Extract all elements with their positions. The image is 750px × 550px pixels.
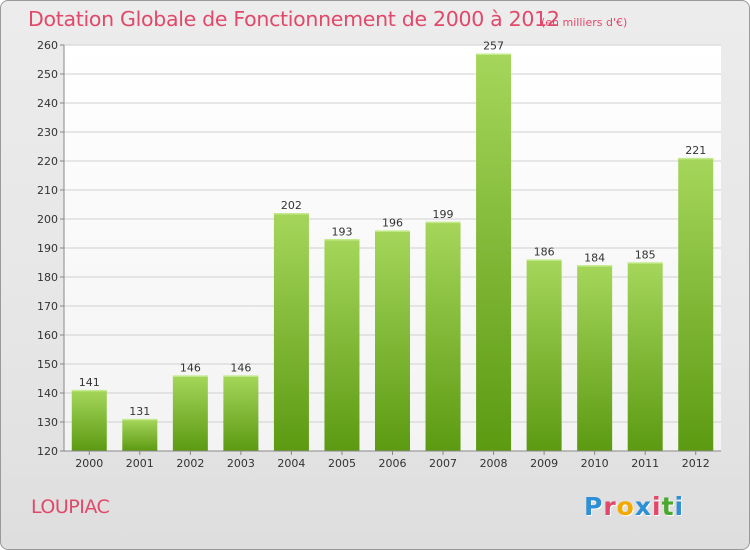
bar (425, 221, 461, 451)
bar (71, 390, 107, 451)
y-tick-label: 200 (37, 213, 58, 226)
data-label: 141 (79, 376, 100, 389)
x-tick-label: 2006 (379, 457, 407, 470)
data-label: 146 (230, 362, 251, 375)
chart-unit: (en milliers d'€) (541, 16, 628, 29)
x-tick-label: 2003 (227, 457, 255, 470)
x-tick-label: 2008 (480, 457, 508, 470)
y-tick-label: 260 (37, 39, 58, 52)
x-tick-label: 2012 (682, 457, 710, 470)
y-tick-label: 140 (37, 387, 58, 400)
bar (577, 265, 613, 451)
y-tick-label: 250 (37, 68, 58, 81)
data-label: 193 (331, 225, 352, 238)
x-tick-label: 2004 (277, 457, 305, 470)
data-label: 131 (129, 405, 150, 418)
bar (526, 259, 562, 451)
y-tick-label: 240 (37, 97, 58, 110)
x-tick-label: 2001 (126, 457, 154, 470)
x-tick-label: 2000 (75, 457, 103, 470)
x-tick-label: 2007 (429, 457, 457, 470)
logo-letter: t (661, 492, 675, 521)
y-tick-label: 230 (37, 126, 58, 139)
bar (324, 239, 360, 451)
bar (172, 375, 208, 451)
proxiti-logo: Proxiti (584, 492, 684, 521)
y-tick-label: 120 (37, 445, 58, 458)
logo-letter: i (652, 492, 662, 521)
bar (375, 230, 410, 451)
logo-letter: o (616, 492, 635, 521)
y-tick-label: 190 (37, 242, 58, 255)
bar (678, 158, 714, 451)
y-tick-label: 170 (37, 300, 58, 313)
bar (627, 262, 663, 451)
x-tick-label: 2010 (581, 457, 609, 470)
logo-letter: i (674, 492, 685, 521)
bar (476, 53, 512, 451)
bar (273, 213, 309, 451)
data-label: 199 (433, 208, 454, 221)
data-label: 257 (483, 40, 504, 53)
x-tick-label: 2005 (328, 457, 356, 470)
data-label: 146 (180, 362, 201, 375)
logo-letter: P (584, 492, 604, 521)
data-label: 196 (382, 217, 403, 230)
logo-letter: x (634, 492, 652, 521)
data-label: 202 (281, 199, 302, 212)
y-tick-label: 130 (37, 416, 58, 429)
y-tick-label: 220 (37, 155, 58, 168)
x-tick-label: 2009 (530, 457, 558, 470)
data-label: 185 (635, 249, 656, 262)
y-tick-label: 150 (37, 358, 58, 371)
x-tick-label: 2011 (631, 457, 659, 470)
data-label: 184 (584, 251, 605, 264)
bar (223, 375, 259, 451)
data-label: 186 (534, 246, 555, 259)
y-tick-label: 180 (37, 271, 58, 284)
logo-letter: r (603, 492, 617, 521)
y-tick-label: 210 (37, 184, 58, 197)
data-label: 221 (685, 144, 706, 157)
y-tick-label: 160 (37, 329, 58, 342)
chart-title: Dotation Globale de Fonctionnement de 20… (28, 7, 560, 31)
commune-name: LOUPIAC (31, 496, 110, 518)
x-tick-label: 2002 (176, 457, 204, 470)
bar (122, 419, 158, 451)
